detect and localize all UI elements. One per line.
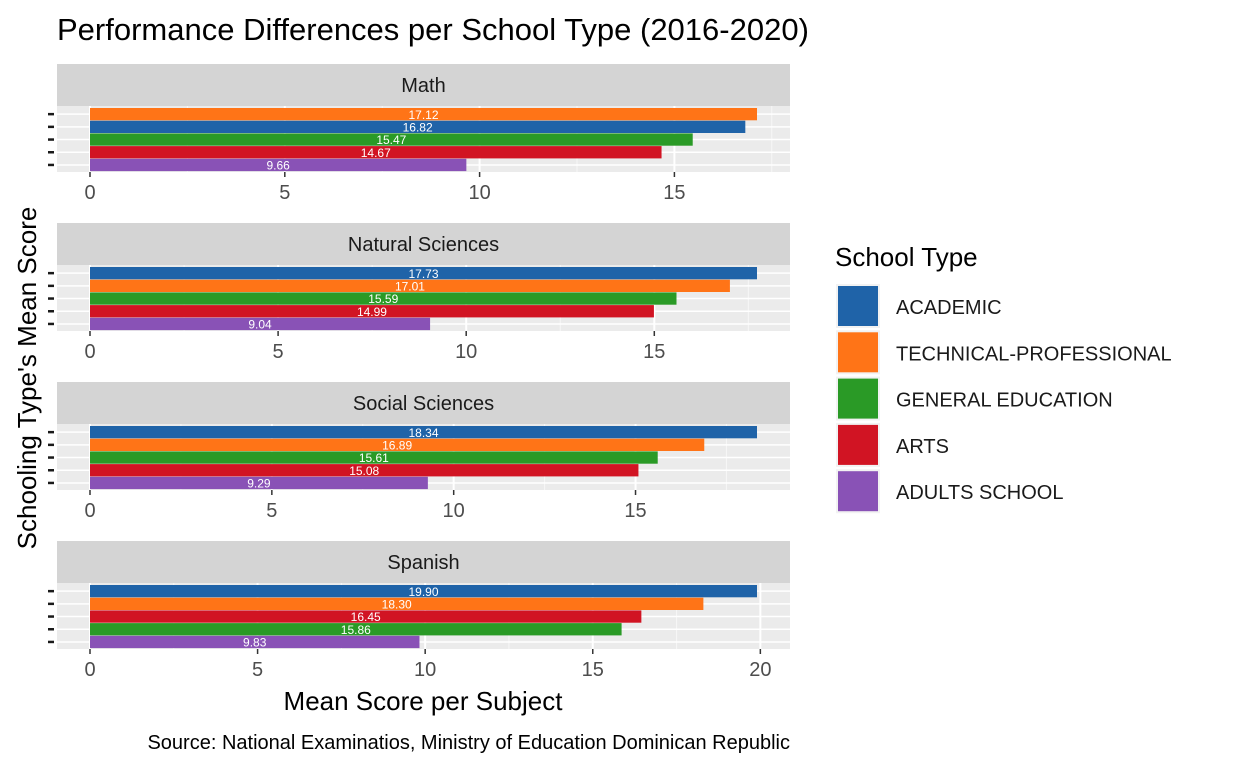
bar-value-label: 14.67 (361, 146, 391, 160)
bar (90, 635, 420, 649)
legend-key-swatch (838, 286, 878, 326)
legend-items: ACADEMIC TECHNICAL-PROFESSIONAL GENERAL ED… (836, 284, 1172, 514)
bar-value-label: 17.73 (408, 267, 438, 281)
facet-strip (57, 64, 790, 106)
x-tick-label: 10 (443, 500, 465, 522)
x-tick-label: 20 (749, 659, 771, 681)
y-axis-title: Schooling Type's Mean Score (12, 207, 42, 550)
legend: School Type ACADEMIC TECHNICAL-PROFESSION… (835, 242, 1172, 514)
x-tick-label: 5 (279, 182, 290, 204)
bar-value-label: 19.90 (408, 585, 438, 599)
x-tick-label: 15 (663, 182, 685, 204)
bar (90, 108, 757, 121)
legend-key-swatch (838, 471, 878, 512)
bar-value-label: 16.82 (403, 121, 433, 135)
legend-item-label: ADULTS SCHOOL (896, 482, 1063, 504)
bar (90, 438, 705, 451)
x-tick-label: 0 (84, 659, 95, 681)
bar-value-label: 9.29 (247, 477, 271, 491)
x-tick-label: 15 (582, 659, 604, 681)
legend-key-swatch (838, 332, 878, 373)
x-tick-label: 5 (266, 500, 277, 522)
bar (90, 305, 654, 318)
bar (90, 133, 693, 146)
legend-item: GENERAL EDUCATION (836, 376, 1113, 421)
legend-item: ADULTS SCHOOL (836, 469, 1063, 514)
facet-strip-label: Natural Sciences (348, 234, 499, 256)
legend-title: School Type (835, 242, 978, 272)
bar (90, 267, 757, 280)
bar-value-label: 15.08 (349, 464, 379, 478)
bar (90, 146, 662, 159)
bar (90, 120, 746, 133)
bar (90, 476, 428, 490)
legend-item-label: ARTS (896, 436, 949, 458)
bar (90, 279, 730, 292)
x-tick-label: 0 (84, 500, 95, 522)
chart-title: Performance Differences per School Type … (57, 12, 809, 47)
bar-value-label: 17.12 (408, 108, 438, 122)
legend-item: ACADEMIC (836, 284, 1002, 328)
x-tick-label: 0 (84, 182, 95, 204)
bar (90, 426, 757, 439)
bar (90, 317, 431, 331)
bar-value-label: 18.34 (408, 426, 438, 440)
facet-strip (57, 541, 790, 583)
legend-item: ARTS (836, 422, 949, 467)
bar (90, 158, 467, 172)
bar-value-label: 16.45 (351, 610, 381, 624)
x-tick-label: 15 (643, 341, 665, 363)
legend-item-label: TECHNICAL-PROFESSIONAL (896, 343, 1172, 365)
bar (90, 292, 677, 305)
bar-value-label: 18.30 (382, 598, 412, 612)
legend-item: TECHNICAL-PROFESSIONAL (836, 330, 1172, 375)
bar (90, 610, 642, 623)
bar-value-label: 16.89 (382, 439, 412, 453)
legend-item-label: GENERAL EDUCATION (896, 390, 1113, 412)
x-axis-title: Mean Score per Subject (284, 686, 564, 716)
bar (90, 623, 622, 636)
x-tick-label: 10 (468, 182, 490, 204)
bar-value-label: 15.59 (368, 292, 398, 306)
bar-value-label: 17.01 (395, 280, 425, 294)
legend-key-swatch (838, 378, 878, 419)
facet-strip-label: Social Sciences (353, 393, 494, 415)
bar-value-label: 9.66 (266, 159, 290, 173)
x-tick-label: 0 (84, 341, 95, 363)
bar-value-label: 9.04 (248, 318, 272, 332)
bar (90, 464, 639, 477)
legend-key-swatch (838, 424, 878, 465)
x-tick-label: 5 (273, 341, 284, 363)
chart-caption: Source: National Examinatios, Ministry o… (147, 732, 790, 754)
facet-strip (57, 223, 790, 265)
bar-value-label: 15.86 (341, 623, 371, 637)
bar (90, 585, 757, 598)
legend-item-label: ACADEMIC (896, 297, 1002, 319)
x-tick-label: 10 (414, 659, 436, 681)
bar-value-label: 15.47 (376, 133, 406, 147)
bar-value-label: 9.83 (243, 636, 267, 650)
facet-strip (57, 382, 790, 424)
facet-strip-label: Spanish (387, 552, 459, 574)
x-tick-label: 15 (624, 500, 646, 522)
bar (90, 597, 704, 610)
bar (90, 451, 658, 464)
bar-value-label: 14.99 (357, 305, 387, 319)
x-tick-label: 5 (252, 659, 263, 681)
facet-strip-label: Math (401, 75, 445, 97)
bar-value-label: 15.61 (359, 451, 389, 465)
x-tick-label: 10 (455, 341, 477, 363)
